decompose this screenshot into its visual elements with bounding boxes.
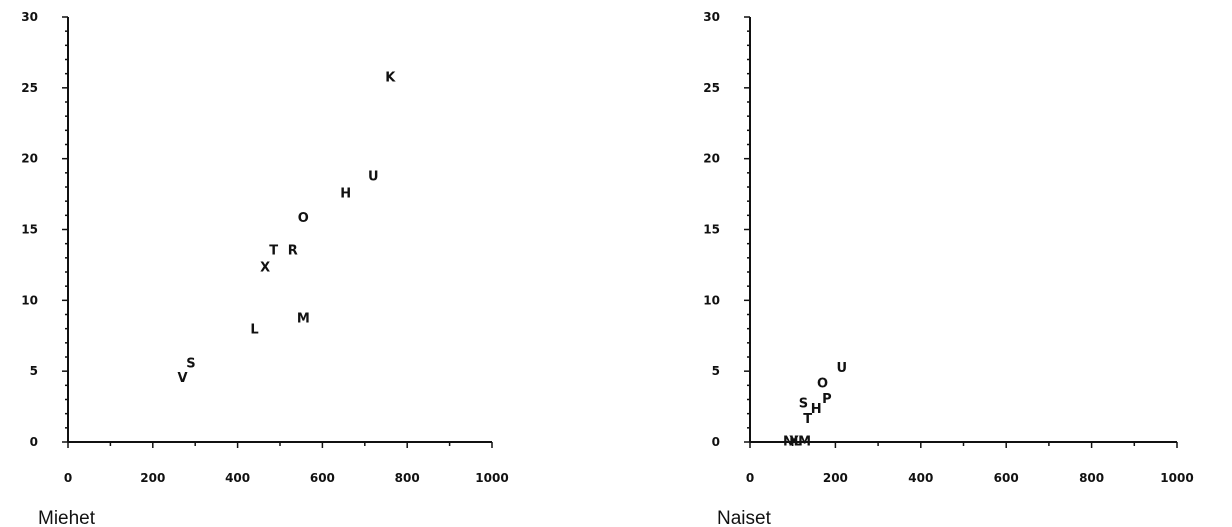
panel-2-point-S: S [799, 396, 808, 411]
panel-2-x-tick-label: 400 [908, 471, 933, 485]
panel-2-y-tick-label: 30 [703, 10, 720, 24]
panel-2-y-tick-label: 5 [712, 364, 720, 378]
panel-1-x-tick-label: 800 [395, 471, 420, 485]
panel-1-y-tick-label: 20 [21, 152, 38, 166]
panel-1-point-U: U [368, 170, 379, 185]
panel-2-point-O: O [817, 377, 828, 392]
panel-1-point-O: O [298, 211, 309, 226]
panel-1-point-L: L [250, 323, 258, 338]
panel-1-point-H: H [340, 187, 351, 202]
panel-2-point-M: M [798, 435, 811, 450]
panel-2-x-tick-label: 200 [823, 471, 848, 485]
panel-1-y-tick-label: 15 [21, 223, 38, 237]
panel-1-y-tick-label: 5 [30, 364, 38, 378]
panel-1-y-tick-label: 30 [21, 10, 38, 24]
panel-2-x-tick-label: 600 [994, 471, 1019, 485]
panel-1-point-V: V [177, 371, 187, 386]
panel-2-x-tick-label: 0 [746, 471, 754, 485]
panel-2-point-T: T [803, 412, 812, 427]
panel-2-point-P: P [822, 392, 832, 407]
panel-2-point-H: H [811, 402, 822, 417]
panel-2-point-N: N [783, 435, 794, 450]
panel-1-point-X: X [260, 260, 270, 275]
panel-1-x-tick-label: 600 [310, 471, 335, 485]
panel-2-y-tick-label: 15 [703, 223, 720, 237]
panel-2-x-tick-label: 1000 [1160, 471, 1193, 485]
panel-1-x-axis-label: Miehet [38, 508, 96, 527]
panel-1-y-tick-label: 10 [21, 293, 38, 307]
panel-2-x-axis-label: Naiset [717, 508, 772, 527]
panel-1-point-S: S [186, 357, 195, 372]
panel-2-y-tick-label: 20 [703, 152, 720, 166]
panel-2-point-X: X [789, 435, 799, 450]
panel-2-point-L: L [794, 435, 802, 450]
panel-1-y-tick-label: 0 [30, 435, 38, 449]
panel-2-y-tick-label: 0 [712, 435, 720, 449]
panel-1-x-tick-label: 1000 [475, 471, 508, 485]
panel-1-y-tick-label: 25 [21, 81, 38, 95]
panel-1-x-tick-label: 0 [64, 471, 72, 485]
panel-2-x-tick-label: 800 [1079, 471, 1104, 485]
panel-1-point-M: M [297, 311, 310, 326]
panel-1-point-R: R [288, 243, 298, 258]
panel-1-x-tick-label: 400 [225, 471, 250, 485]
panel-2-y-tick-label: 25 [703, 81, 720, 95]
panel-1-point-T: T [269, 243, 278, 258]
panel-1-x-tick-label: 200 [140, 471, 165, 485]
panel-2-point-U: U [837, 361, 848, 376]
panel-2-y-tick-label: 10 [703, 293, 720, 307]
panel-1-point-K: K [385, 71, 396, 86]
